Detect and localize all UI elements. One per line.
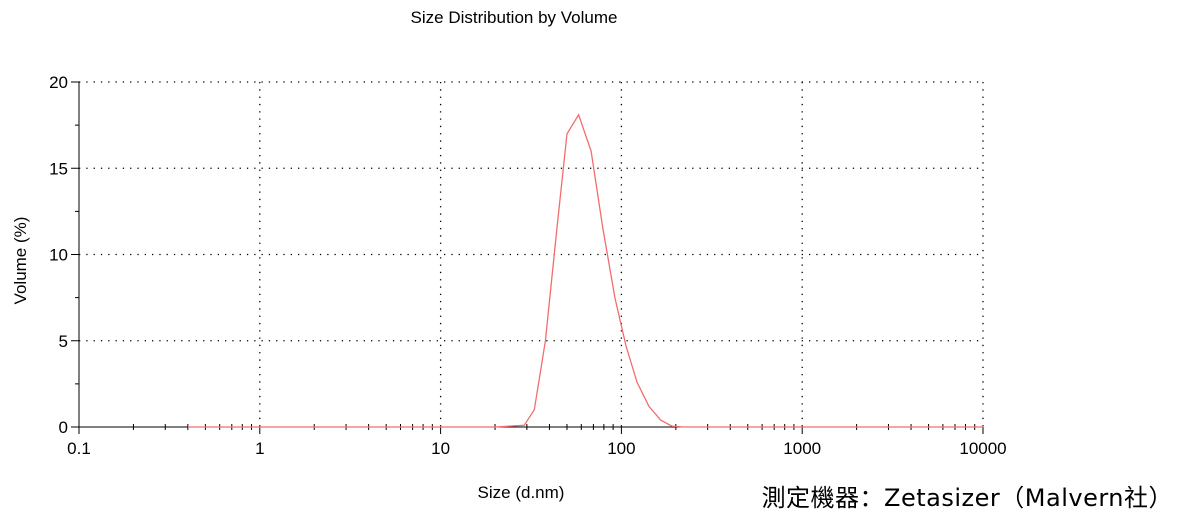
x-tick-label: 0.1 bbox=[67, 439, 91, 458]
x-tick-label: 10 bbox=[431, 439, 450, 458]
y-tick-label: 20 bbox=[49, 73, 68, 92]
tick-labels: 0.1 1 10 100 1000 10000 0 5 10 15 20 bbox=[49, 73, 1007, 458]
y-tick-label: 15 bbox=[49, 159, 68, 178]
y-axis-label: Volume (%) bbox=[11, 217, 30, 305]
x-tick-label: 100 bbox=[607, 439, 635, 458]
axes bbox=[78, 82, 983, 428]
x-tick-label: 1 bbox=[255, 439, 264, 458]
grid-lines bbox=[79, 81, 984, 427]
y-tick-label: 5 bbox=[59, 332, 68, 351]
x-tick-label: 1000 bbox=[783, 439, 821, 458]
chart-title: Size Distribution by Volume bbox=[410, 8, 618, 27]
instrument-note: 測定機器：Zetasizer（Malvern社） bbox=[761, 484, 1173, 512]
x-tick-label: 10000 bbox=[959, 439, 1006, 458]
y-tick-label: 10 bbox=[49, 246, 68, 265]
x-axis-label: Size (d.nm) bbox=[478, 483, 565, 502]
tick-marks bbox=[71, 81, 984, 434]
y-tick-label: 0 bbox=[59, 418, 68, 437]
series-line bbox=[187, 113, 983, 428]
